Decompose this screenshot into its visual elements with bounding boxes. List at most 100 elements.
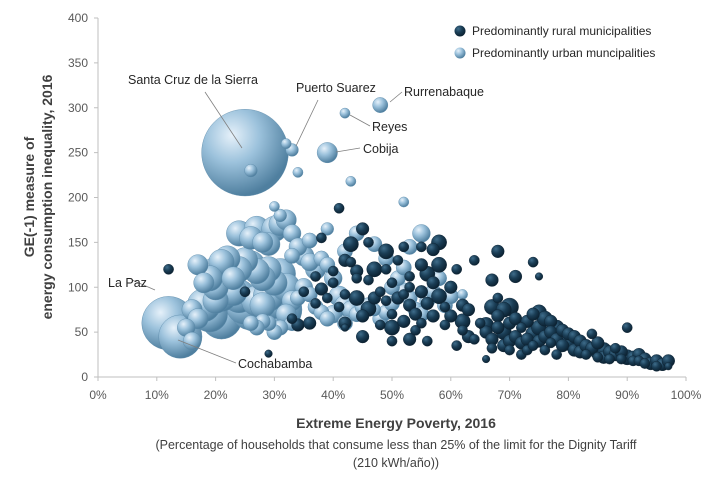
rural-bubble — [461, 303, 476, 317]
rural-bubble — [316, 232, 327, 244]
rural-bubble — [239, 286, 251, 298]
rural-bubble — [398, 289, 410, 300]
y-tick-label: 250 — [68, 146, 88, 160]
rural-series — [163, 202, 675, 372]
rural-bubble — [444, 309, 458, 323]
urban-bubble — [398, 196, 410, 208]
rural-bubble — [469, 255, 480, 266]
annotation-leader — [389, 91, 403, 103]
rural-bubble — [380, 295, 392, 307]
rural-bubble — [491, 321, 505, 335]
rural-bubble — [398, 241, 410, 253]
x-tick-label: 30% — [262, 388, 286, 402]
rural-bubble — [403, 332, 417, 346]
rural-bubble — [356, 330, 370, 344]
legend-rural-marker — [454, 25, 466, 37]
rural-bubble — [545, 337, 557, 349]
legend: Predominantly rural municipalities Predo… — [454, 24, 655, 60]
urban-bubble — [457, 289, 468, 300]
x-tick-label: 10% — [145, 388, 169, 402]
rural-bubble — [474, 317, 486, 329]
rural-bubble — [426, 276, 440, 290]
y-tick-label: 150 — [68, 235, 88, 249]
rural-bubble — [303, 316, 317, 330]
rural-bubble — [431, 256, 447, 273]
annotation-label: Santa Cruz de la Sierra — [128, 73, 258, 87]
rural-bubble — [504, 344, 515, 356]
y-axis-title-line2: energy consumption inequality, 2016 — [39, 74, 55, 319]
rural-bubble — [333, 202, 345, 214]
urban-bubble — [201, 109, 289, 197]
rural-bubble — [580, 349, 592, 360]
urban-bubble — [187, 254, 209, 276]
rural-bubble — [348, 290, 365, 306]
rural-bubble — [639, 358, 651, 369]
urban-bubble — [292, 167, 304, 178]
annotation-leader — [131, 279, 156, 291]
urban-bubble — [316, 142, 338, 164]
rural-bubble — [610, 342, 621, 354]
rural-bubble — [651, 360, 662, 372]
rural-bubble — [404, 281, 415, 293]
rural-bubble — [491, 244, 505, 258]
urban-bubble — [244, 163, 258, 178]
rural-bubble — [298, 286, 310, 298]
rural-bubble — [392, 255, 404, 266]
rural-bubble — [457, 325, 468, 336]
rural-bubble — [386, 308, 398, 320]
rural-bubble — [380, 263, 392, 275]
x-tick-label: 60% — [439, 388, 463, 402]
x-tick-label: 20% — [204, 388, 228, 402]
urban-bubble — [284, 247, 300, 264]
rural-bubble — [527, 340, 539, 351]
annotation-label: Rurrenabaque — [404, 85, 484, 99]
rural-bubble — [351, 272, 363, 284]
rural-bubble — [414, 258, 428, 272]
y-tick-label: 50 — [75, 325, 89, 339]
urban-bubble — [345, 176, 357, 187]
x-tick-label: 50% — [380, 388, 404, 402]
rural-bubble — [420, 296, 434, 310]
rural-bubble — [333, 301, 345, 313]
rural-bubble — [508, 269, 523, 284]
urban-bubble — [280, 138, 292, 149]
y-axis-title: GE(-1) measure of energy consumption ine… — [21, 74, 55, 319]
annotation-label: Reyes — [372, 120, 407, 134]
rural-bubble — [486, 342, 498, 354]
annotation-label: La Paz — [108, 276, 147, 290]
rural-bubble — [616, 353, 627, 365]
urban-bubble — [193, 272, 215, 294]
x-axis-title: Extreme Energy Poverty, 2016 — [296, 415, 496, 431]
rural-bubble — [327, 277, 339, 289]
urban-bubble — [339, 107, 351, 119]
urban-bubble — [320, 222, 334, 236]
rural-bubble — [163, 263, 174, 275]
rural-bubble — [416, 317, 427, 329]
y-tick-label: 350 — [68, 56, 88, 70]
rural-bubble — [356, 222, 370, 236]
rural-bubble — [322, 292, 333, 304]
rural-bubble — [555, 339, 570, 353]
rural-bubble — [363, 237, 374, 248]
rural-bubble — [374, 319, 386, 331]
x-axis-subtitle-line2: (210 kWh/año)) — [353, 456, 439, 470]
rural-bubble — [410, 325, 421, 336]
legend-urban-marker — [454, 47, 466, 59]
x-tick-label: 100% — [671, 388, 702, 402]
y-tick-label: 300 — [68, 101, 88, 115]
rural-bubble — [327, 265, 339, 277]
x-axis-subtitle-line1: (Percentage of households that consume l… — [155, 438, 637, 452]
rural-bubble — [414, 285, 428, 299]
rural-bubble — [426, 242, 440, 257]
rural-bubble — [551, 349, 562, 360]
rural-bubble — [586, 328, 598, 340]
rural-bubble — [534, 272, 544, 281]
rural-bubble — [439, 319, 451, 331]
annotation-leader — [335, 147, 361, 153]
rural-bubble — [386, 335, 398, 347]
legend-urban-label: Predominantly urban muncipalities — [472, 46, 655, 60]
rural-bubble — [664, 362, 673, 371]
y-tick-label: 400 — [68, 11, 88, 25]
rural-bubble — [426, 309, 440, 323]
